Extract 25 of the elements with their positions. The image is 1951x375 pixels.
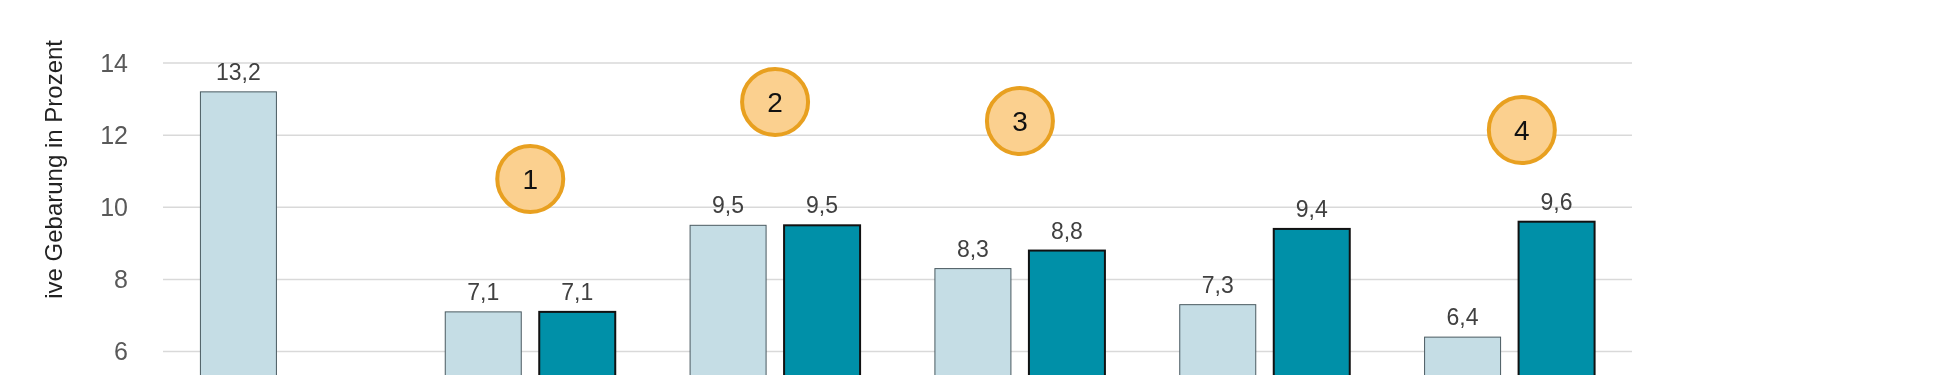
annotation: 1 (522, 164, 539, 196)
annotation: 2 (767, 87, 783, 119)
data-label: 7,1 (561, 278, 594, 305)
numbered-circle: 3 (984, 86, 1055, 156)
y-tick-label: 14 (100, 48, 129, 77)
y-tick-label: 8 (114, 265, 128, 294)
data-label: 8,3 (956, 235, 989, 262)
data-label: 7,1 (467, 278, 500, 305)
data-label: 6,4 (1446, 304, 1479, 331)
y-axis-title: ive Gebarung in Prozent (40, 39, 67, 299)
y-tick-label: 12 (100, 120, 128, 149)
data-label: 9,5 (712, 192, 745, 219)
y-tick-label: 6 (114, 337, 128, 366)
numbered-circle: 4 (1486, 95, 1557, 165)
annotation: 4 (1514, 115, 1530, 147)
data-label: 9,5 (806, 192, 839, 219)
annotation: 3 (1012, 106, 1028, 138)
data-label: 9,6 (1540, 188, 1573, 215)
y-tick-label: 10 (100, 193, 128, 222)
numbered-circle: 1 (495, 144, 566, 214)
numbered-circle: 2 (740, 67, 811, 137)
data-label: 9,4 (1295, 195, 1328, 222)
data-label: 8,8 (1050, 217, 1083, 244)
data-label: 7,3 (1201, 271, 1234, 298)
data-label: 13,2 (216, 58, 261, 85)
